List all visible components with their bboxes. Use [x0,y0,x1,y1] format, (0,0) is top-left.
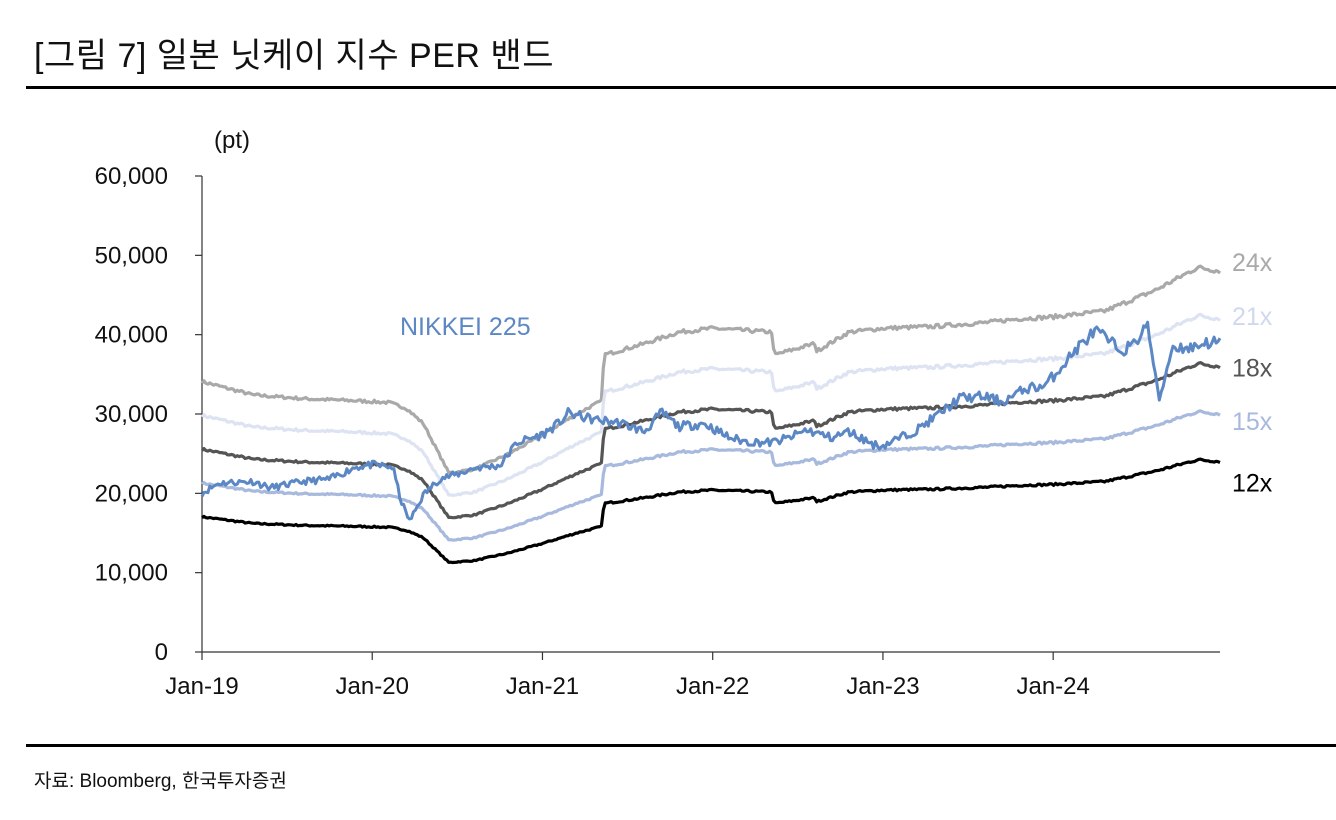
x-tick-label: Jan-24 [1016,673,1089,700]
band-label-18x: 18x [1232,354,1273,382]
y-tick-label: 50,000 [95,242,168,269]
y-tick-label: 10,000 [95,560,168,587]
title-divider [26,86,1336,89]
band-line-15x [201,409,1221,542]
band-label-21x: 21x [1232,303,1273,331]
chart-lines [200,264,1222,565]
chart-axes: 0 10,000 20,000 30,000 40,000 50,000 60,000 Jan… [95,127,1220,700]
band-line-21x [200,312,1221,497]
band-line-12x [201,457,1221,565]
band-label-24x: 24x [1232,249,1273,277]
x-tick-label: Jan-23 [846,673,919,700]
y-tick-label: 0 [155,639,168,666]
x-tick-label: Jan-22 [676,673,749,700]
chart-labels: 24x 21x 18x 15x 12x NIKKEI 225 [400,249,1273,497]
y-tick-label: 20,000 [95,480,168,507]
footer-divider [26,744,1336,747]
nikkei-225-label: NIKKEI 225 [400,313,531,341]
x-tick-label: Jan-21 [506,673,579,700]
source-note: 자료: Bloomberg, 한국투자증권 [34,771,287,792]
band-label-15x: 15x [1232,408,1273,436]
band-line-24x [200,264,1222,475]
x-tick-label: Jan-19 [165,673,238,700]
nikkei-225-line [200,320,1222,521]
y-tick-label: 60,000 [95,163,168,190]
per-band-chart: 0 10,000 20,000 30,000 40,000 50,000 60,000 Jan… [95,127,1273,700]
band-label-12x: 12x [1232,470,1273,498]
page-title: [그림 7] 일본 닛케이 지수 PER 밴드 [34,37,554,75]
y-tick-label: 40,000 [95,322,168,349]
y-unit-label: (pt) [214,127,250,154]
x-tick-label: Jan-20 [336,673,409,700]
y-tick-label: 30,000 [95,401,168,428]
